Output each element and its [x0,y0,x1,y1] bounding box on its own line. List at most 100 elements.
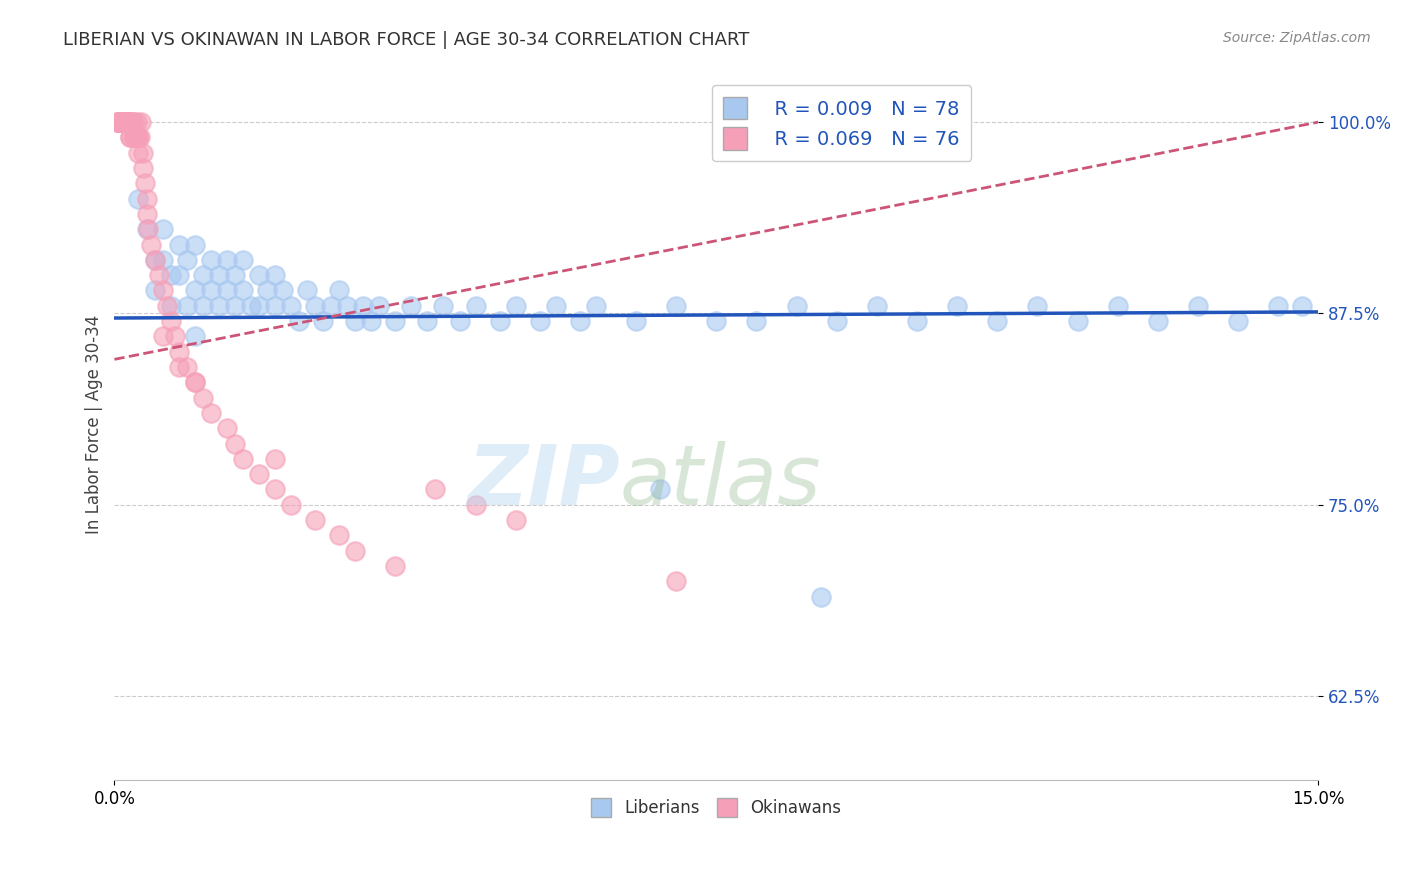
Point [505,513,527,527]
Point [120,115,142,129]
Point [986,314,1008,328]
Point [1107,299,1129,313]
Point [111,115,134,129]
Point [544,299,567,313]
Point [155,299,177,313]
Point [124,115,146,129]
Point [135,207,157,221]
Point [247,467,270,482]
Point [568,314,591,328]
Point [108,115,131,129]
Point [946,299,969,313]
Point [208,268,231,282]
Point [167,344,190,359]
Point [121,115,143,129]
Point [152,222,174,236]
Point [127,192,149,206]
Point [360,314,382,328]
Point [200,406,222,420]
Point [384,559,406,574]
Point [131,161,153,175]
Point [183,376,205,390]
Point [136,222,159,236]
Point [239,299,262,313]
Point [121,115,143,129]
Point [1267,299,1289,313]
Point [336,299,359,313]
Point [224,299,246,313]
Point [224,436,246,450]
Point [215,284,238,298]
Point [416,314,439,328]
Point [107,115,129,129]
Point [115,115,138,129]
Point [1187,299,1209,313]
Point [264,299,287,313]
Point [1026,299,1049,313]
Point [328,528,350,542]
Point [401,299,423,313]
Point [111,115,134,129]
Point [115,115,138,129]
Point [1291,299,1313,313]
Point [312,314,335,328]
Point [120,130,142,145]
Point [112,115,135,129]
Point [247,268,270,282]
Point [167,268,190,282]
Point [304,299,326,313]
Point [224,268,246,282]
Point [112,115,135,129]
Point [131,145,153,160]
Point [464,498,486,512]
Text: atlas: atlas [620,441,821,522]
Point [135,222,157,236]
Text: Source: ZipAtlas.com: Source: ZipAtlas.com [1223,31,1371,45]
Point [449,314,471,328]
Point [108,115,131,129]
Point [425,483,447,497]
Point [280,498,302,512]
Point [215,252,238,267]
Point [120,130,142,145]
Point [111,115,134,129]
Point [488,314,510,328]
Point [280,299,302,313]
Point [432,299,454,313]
Point [143,252,166,267]
Point [264,268,287,282]
Point [825,314,848,328]
Point [110,115,132,129]
Point [124,130,146,145]
Point [319,299,342,313]
Point [107,115,129,129]
Point [1227,314,1250,328]
Point [183,376,205,390]
Point [110,115,132,129]
Point [176,299,198,313]
Point [665,574,688,589]
Point [232,451,254,466]
Point [665,299,688,313]
Point [125,115,148,129]
Point [288,314,311,328]
Point [118,115,141,129]
Point [115,115,138,129]
Point [344,314,367,328]
Point [745,314,768,328]
Point [134,177,156,191]
Text: ZIP: ZIP [467,441,620,522]
Point [129,115,152,129]
Point [529,314,551,328]
Point [125,130,148,145]
Point [111,115,134,129]
Y-axis label: In Labor Force | Age 30-34: In Labor Force | Age 30-34 [86,315,103,534]
Point [159,314,181,328]
Point [264,451,287,466]
Point [384,314,406,328]
Point [905,314,928,328]
Point [191,391,214,405]
Point [352,299,374,313]
Point [585,299,607,313]
Point [191,268,214,282]
